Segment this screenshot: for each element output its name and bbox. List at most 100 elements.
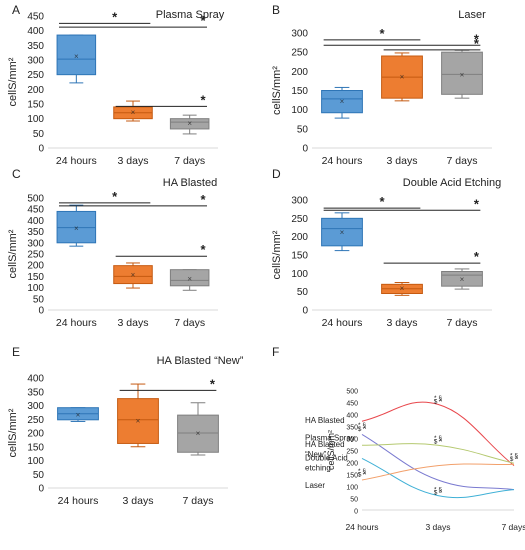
panel-letter: E: [12, 345, 20, 359]
mean-marker: ×: [187, 275, 192, 284]
box-2: ×: [441, 268, 483, 290]
significance-annotation: * §: [434, 395, 442, 402]
panel-F: F 0 50 100 150 200 250 300 350 400 450 500 cellS/mm²…: [272, 345, 525, 532]
x-tick-label: 3 days: [387, 155, 418, 167]
y-tick-label: 100: [27, 283, 44, 294]
significance-label: *: [474, 249, 480, 264]
box-body: [169, 118, 210, 130]
y-tick-label: 150: [291, 86, 308, 97]
series-line: Plasma Spray: [305, 433, 515, 491]
mean-marker: ×: [76, 410, 81, 419]
y-tick-label: 150: [27, 272, 44, 283]
significance-bracket: *: [323, 194, 421, 209]
y-tick-label: 50: [33, 129, 45, 140]
significance-annotation: * §: [358, 422, 366, 429]
y-axis-label: cellS/mm²: [7, 229, 19, 278]
y-axis-label: cellS/mm²: [7, 408, 19, 457]
y-tick-label: 200: [291, 67, 308, 78]
y-tick-label: 300: [27, 56, 44, 67]
chart-title: HA Blasted “New”: [157, 355, 244, 367]
y-tick-label: 150: [27, 442, 44, 453]
significance-annotation: $ ^: [358, 426, 367, 433]
y-tick-label: 350: [27, 41, 44, 52]
x-tick-label: 7 days: [501, 522, 525, 532]
y-tick-label: 0: [38, 144, 44, 155]
box-0: ×: [57, 407, 99, 422]
significance-bracket: *: [58, 9, 151, 24]
box-0: ×: [56, 34, 97, 84]
mean-marker: ×: [131, 271, 136, 280]
series-label: Plasma Spray: [305, 433, 355, 442]
box-0: ×: [321, 212, 363, 252]
y-tick-label: 0: [302, 306, 308, 317]
panel-letter: B: [272, 3, 280, 17]
series-path: [361, 457, 515, 499]
box-2: ×: [169, 114, 210, 135]
y-tick-label: 400: [346, 413, 358, 420]
y-tick-label: 350: [346, 425, 358, 432]
chart-title: HA Blasted: [163, 177, 217, 189]
box-2: ×: [169, 269, 210, 291]
series-label: Laser: [305, 481, 325, 490]
y-tick-label: 50: [33, 470, 45, 481]
significance-label: *: [379, 26, 385, 41]
box-0: ×: [56, 204, 97, 247]
y-axis-label: cellS/mm²: [271, 66, 283, 115]
significance-bracket: *: [383, 249, 481, 264]
mean-marker: ×: [400, 73, 405, 82]
y-tick-label: 50: [33, 294, 45, 305]
x-tick-label: 3 days: [123, 495, 154, 507]
box-body: [169, 269, 210, 287]
y-tick-label: 200: [27, 429, 44, 440]
significance-annotation: $ ^: [434, 438, 443, 445]
significance-label: *: [200, 242, 206, 257]
chart-title: Double Acid Etching: [403, 177, 501, 189]
x-tick-label: 7 days: [183, 495, 214, 507]
x-tick-label: 24 hours: [58, 495, 99, 507]
panel-E: E 0 50 100 150 200 250 300 350 400 cellS/mm² 24 hou…: [7, 345, 244, 507]
y-tick-label: 350: [27, 227, 44, 238]
series-label: etching: [305, 463, 331, 472]
box-body: [113, 265, 153, 285]
panel-letter: F: [272, 345, 279, 359]
y-tick-label: 250: [291, 48, 308, 59]
y-tick-label: 300: [291, 196, 308, 207]
significance-bracket: *: [58, 13, 208, 28]
significance-annotation: $ ^: [434, 398, 443, 405]
y-tick-label: 400: [27, 26, 44, 37]
significance-annotation: * §: [434, 435, 442, 442]
mean-marker: ×: [460, 70, 465, 79]
mean-marker: ×: [460, 275, 465, 284]
box-2: ×: [441, 49, 483, 99]
significance-bracket: *: [119, 376, 217, 391]
y-tick-label: 200: [27, 85, 44, 96]
y-tick-label: 0: [38, 484, 44, 495]
panel-B: B 0 50 100 150 200 250 300 cellS/mm² 24 hours 3 da…: [271, 3, 492, 167]
x-tick-label: 24 hours: [56, 317, 97, 329]
mean-marker: ×: [400, 284, 405, 293]
significance-label: *: [112, 189, 118, 204]
y-tick-label: 300: [27, 238, 44, 249]
box-1: ×: [381, 282, 423, 296]
x-tick-label: 24 hours: [322, 317, 363, 329]
x-tick-label: 24 hours: [322, 155, 363, 167]
box-1: ×: [113, 100, 153, 122]
series-path: [361, 463, 515, 481]
box-2: ×: [177, 402, 219, 456]
series-label: HA Blasted: [305, 416, 345, 425]
significance-label: *: [200, 13, 206, 28]
y-tick-label: 100: [27, 456, 44, 467]
significance-bracket: *: [323, 31, 481, 46]
x-tick-label: 3 days: [118, 317, 149, 329]
y-tick-label: 150: [27, 100, 44, 111]
y-tick-label: 400: [27, 216, 44, 227]
y-tick-label: 400: [27, 374, 44, 385]
series-line: HA Blasted: [305, 401, 515, 466]
series-label: “New”: [305, 450, 327, 459]
y-tick-label: 450: [27, 205, 44, 216]
significance-label: *: [210, 376, 216, 391]
x-tick-label: 24 hours: [56, 155, 97, 167]
y-tick-label: 50: [297, 287, 309, 298]
significance-annotation: * §: [510, 453, 518, 460]
